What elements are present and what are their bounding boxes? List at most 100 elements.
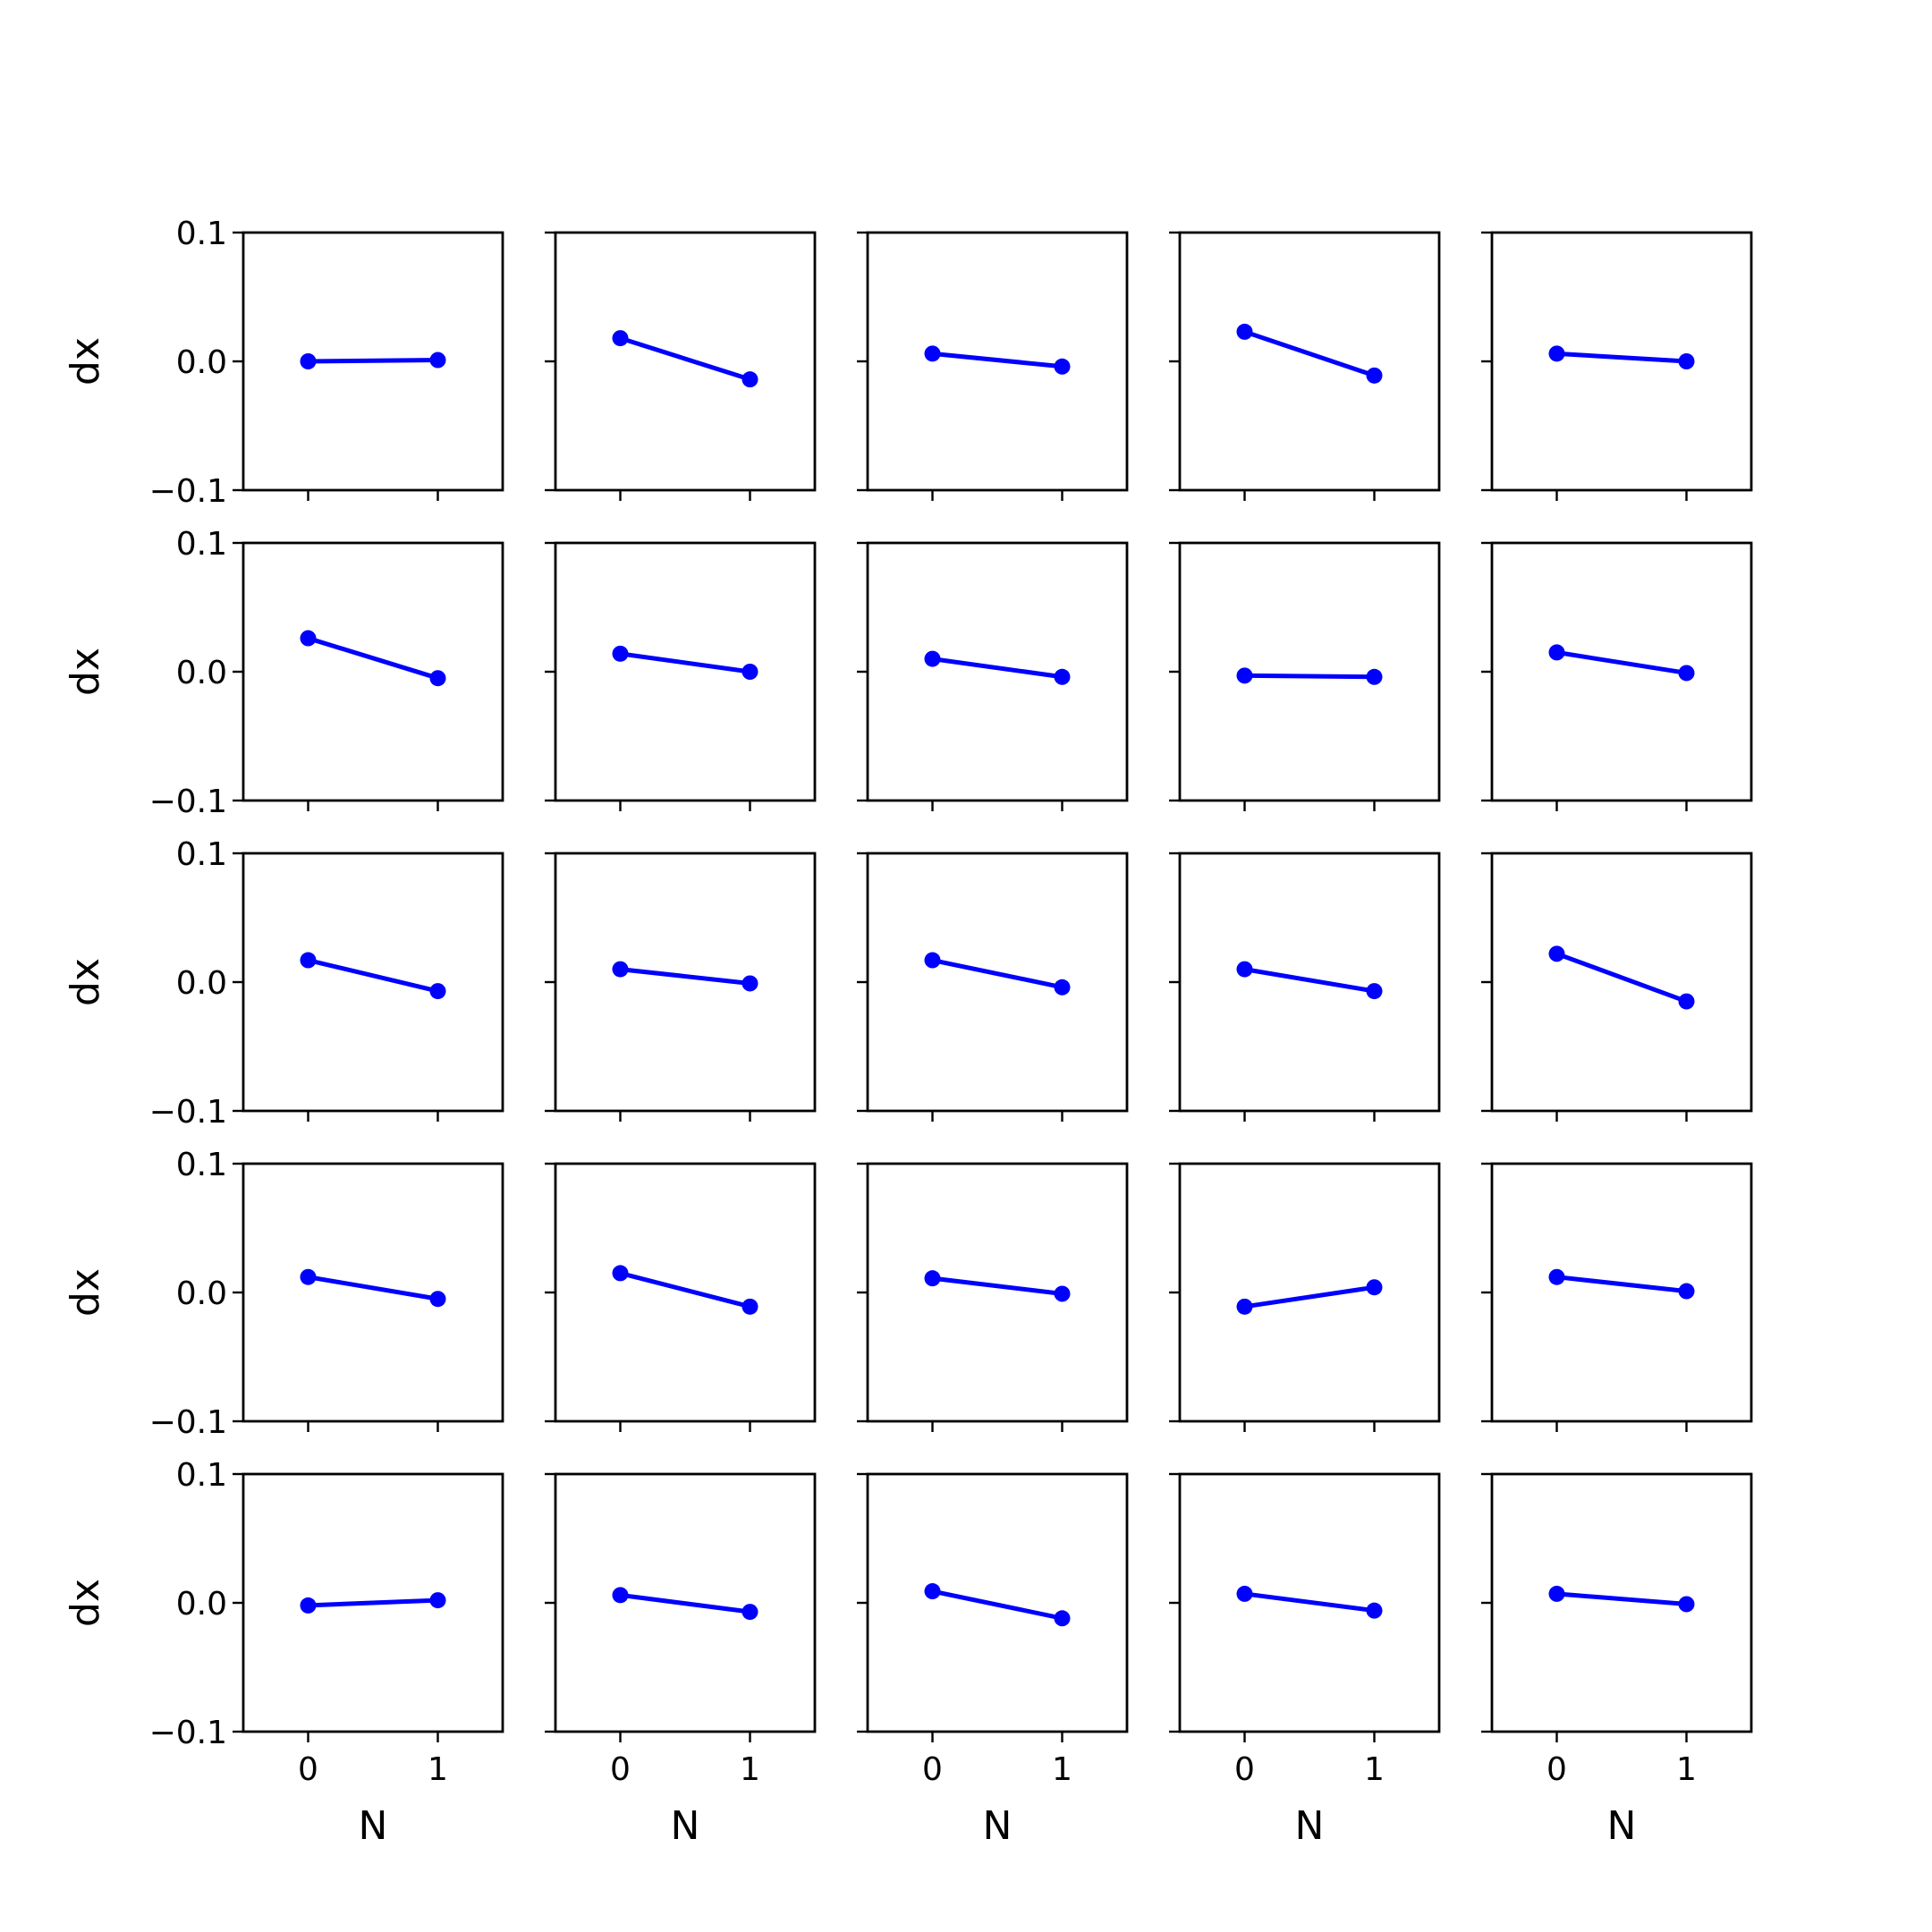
x-axis-label: N [1607, 1803, 1637, 1849]
y-tick-label: −0.1 [149, 1094, 227, 1131]
axes-frame [1178, 1162, 1441, 1423]
data-point [300, 1597, 317, 1614]
series-line [1241, 1284, 1377, 1309]
subplot-r1-c5 [1481, 231, 1753, 501]
series-line [929, 1589, 1065, 1622]
axes-frame [242, 541, 504, 802]
x-tick-label: 1 [1364, 1751, 1385, 1788]
y-tick-label: 0.0 [176, 1586, 227, 1623]
data-point [429, 352, 446, 369]
data-point [1054, 979, 1071, 996]
data-point [741, 1298, 758, 1315]
data-point [1678, 665, 1695, 682]
subplot-r2-c5 [1481, 541, 1753, 811]
y-tick-label: 0.0 [176, 965, 227, 1002]
series-line [1554, 1591, 1690, 1607]
data-point [1366, 983, 1383, 1000]
subplot-r5-c3: 0 1 N [857, 1472, 1129, 1849]
subplot-r3-c5 [1481, 852, 1753, 1122]
series-line [929, 351, 1065, 369]
y-tick-label: 0.1 [176, 1457, 227, 1494]
axes-frame [1178, 1472, 1441, 1733]
y-tick-label: 0.1 [176, 526, 227, 563]
data-point [1236, 1298, 1253, 1315]
data-point [300, 630, 317, 647]
x-axis-label: N [671, 1803, 700, 1849]
y-tick-label: 0.1 [176, 836, 227, 873]
data-point [1548, 945, 1565, 962]
data-point [1236, 961, 1253, 978]
axes-frame [866, 1472, 1129, 1733]
axes-frame [554, 1472, 817, 1733]
data-point [612, 330, 629, 347]
axes-frame [242, 1472, 504, 1733]
x-tick-label: 0 [1546, 1751, 1567, 1788]
axes-frame [1178, 852, 1441, 1113]
data-point [924, 345, 941, 362]
series-line [1554, 649, 1690, 676]
axes-frame [1490, 852, 1753, 1113]
y-tick-label: 0.0 [176, 655, 227, 691]
data-point [1054, 358, 1071, 375]
y-tick-label: −0.1 [149, 1404, 227, 1441]
axes-frame [1178, 541, 1441, 802]
series-line [1554, 1274, 1690, 1294]
series-line [1241, 673, 1377, 680]
data-point [612, 1265, 629, 1282]
data-point [1678, 1283, 1695, 1300]
y-tick-label: −0.1 [149, 473, 227, 510]
series-line [617, 1592, 753, 1614]
series-line [305, 358, 441, 364]
subplot-r3-c4 [1169, 852, 1441, 1122]
axes-frame [554, 852, 817, 1113]
subplot-r1-c3 [857, 231, 1129, 501]
data-point [1054, 668, 1071, 685]
subplot-r4-c5 [1481, 1162, 1753, 1432]
subplot-r1-c2 [545, 231, 817, 501]
data-point [741, 975, 758, 992]
data-point [300, 1268, 317, 1285]
series-line [1554, 951, 1690, 1004]
data-point [924, 650, 941, 667]
data-point [924, 1583, 941, 1600]
series-line [305, 635, 441, 682]
data-point [1366, 1279, 1383, 1296]
axes-frame [866, 231, 1129, 492]
y-tick-label: 0.0 [176, 344, 227, 381]
series-line [617, 1270, 753, 1309]
axes-frame [1490, 231, 1753, 492]
data-point [1366, 668, 1383, 685]
subplot-r1-c1: −0.1 0.0 0.1 dx [63, 216, 504, 510]
y-tick-label: −0.1 [149, 784, 227, 820]
axes-frame [1178, 231, 1441, 492]
x-tick-label: 1 [1052, 1751, 1072, 1788]
subplot-r3-c1: −0.1 0.0 0.1 dx [63, 836, 504, 1131]
data-point [1548, 644, 1565, 661]
data-point [429, 983, 446, 1000]
axes-frame [242, 852, 504, 1113]
y-axis-label: dx [63, 648, 108, 696]
data-point [1236, 323, 1253, 340]
axes-frame [866, 541, 1129, 802]
y-tick-label: 0.0 [176, 1275, 227, 1312]
subplot-r4-c3 [857, 1162, 1129, 1432]
axes-frame [866, 852, 1129, 1113]
x-tick-label: 0 [610, 1751, 631, 1788]
subplot-r5-c5: 0 1 N [1481, 1472, 1753, 1849]
subplot-r5-c1: −0.1 0.0 0.1 0 1 dx N [63, 1457, 504, 1849]
x-axis-label: N [1295, 1803, 1325, 1849]
axes-frame [242, 231, 504, 492]
series-line [617, 335, 753, 383]
data-point [1548, 1585, 1565, 1602]
data-point [1678, 993, 1695, 1010]
x-tick-label: 0 [1234, 1751, 1255, 1788]
data-point [741, 664, 758, 680]
data-point [612, 645, 629, 662]
data-point [429, 1592, 446, 1609]
series-line [305, 1597, 441, 1608]
data-point [741, 371, 758, 388]
y-tick-label: 0.1 [176, 216, 227, 252]
series-line [1241, 1591, 1377, 1614]
subplot-grid: −0.10.00.1dx−0.10.00.1dx−0.10.00.1dx−0.1… [63, 216, 1753, 1849]
